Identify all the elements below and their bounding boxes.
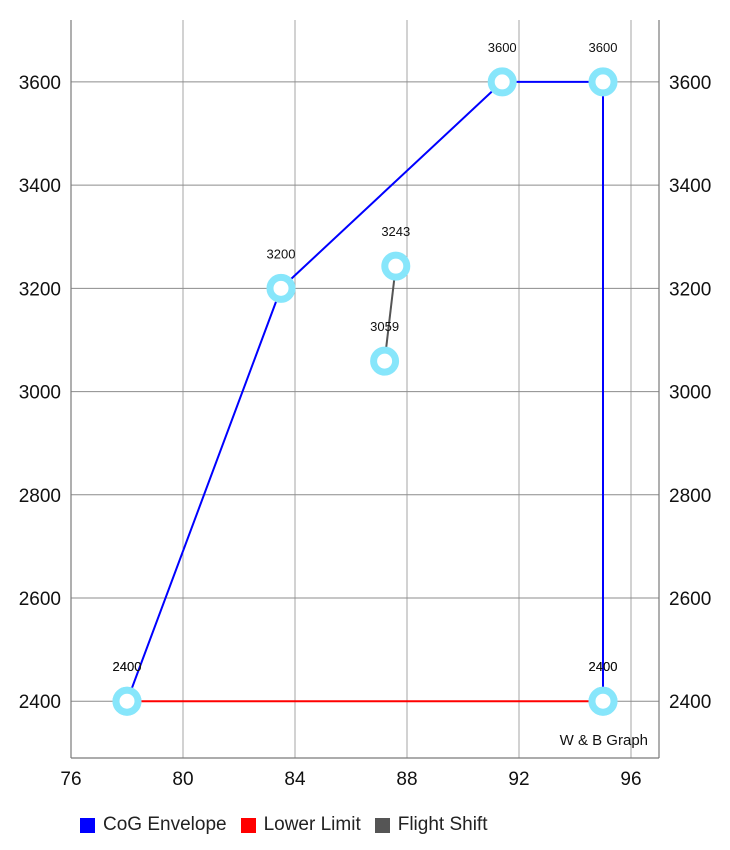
data-label-s2-p1: 3059 bbox=[370, 319, 399, 334]
data-label-s2-p0: 3243 bbox=[381, 224, 410, 239]
chart-description: W & B Graph bbox=[560, 732, 648, 749]
legend-swatch-lower-limit bbox=[240, 817, 256, 833]
y-tick-label-left-1: 2600 bbox=[19, 589, 61, 610]
x-tick-label-1: 80 bbox=[172, 769, 193, 790]
y-tick-label-right-6: 3600 bbox=[669, 73, 711, 94]
x-tick-label-4: 92 bbox=[508, 769, 529, 790]
legend-label-cog-envelope: CoG Envelope bbox=[103, 814, 227, 835]
data-label-s0-p0: 2400 bbox=[113, 659, 142, 674]
data-label-s0-p1: 3200 bbox=[267, 246, 296, 261]
data-label-s0-p3: 3600 bbox=[589, 40, 618, 55]
y-tick-label-left-0: 2400 bbox=[19, 692, 61, 713]
y-tick-label-left-3: 3000 bbox=[19, 383, 61, 404]
data-label-s1-p0: 2400 bbox=[113, 659, 142, 674]
y-tick-label-left-5: 3400 bbox=[19, 176, 61, 197]
y-tick-label-right-2: 2800 bbox=[669, 486, 711, 507]
x-tick-label-2: 84 bbox=[284, 769, 306, 790]
data-label-s0-p2: 3600 bbox=[488, 40, 517, 55]
marker-s0-p3 bbox=[588, 67, 618, 97]
data-label-s1-p1: 2400 bbox=[589, 659, 618, 674]
legend-item-flight-shift: Flight Shift bbox=[374, 814, 488, 836]
marker-s1-p0 bbox=[112, 686, 142, 716]
x-tick-label-5: 96 bbox=[620, 769, 641, 790]
y-tick-label-right-1: 2600 bbox=[669, 589, 711, 610]
data-label-s0-p4: 2400 bbox=[589, 659, 618, 674]
y-tick-label-right-3: 3000 bbox=[669, 383, 711, 404]
x-tick-label-0: 76 bbox=[60, 769, 81, 790]
y-tick-label-right-5: 3400 bbox=[669, 176, 711, 197]
grid bbox=[70, 20, 659, 758]
y-tick-label-right-0: 2400 bbox=[669, 692, 711, 713]
series-line-2 bbox=[383, 266, 397, 362]
y-tick-label-right-4: 3200 bbox=[669, 279, 711, 300]
legend-swatch-flight-shift bbox=[374, 817, 390, 833]
plot-frame bbox=[70, 20, 660, 759]
legend-item-cog-envelope: CoG Envelope bbox=[80, 814, 227, 836]
y-tick-label-left-2: 2800 bbox=[19, 486, 61, 507]
marker-s1-p1 bbox=[588, 686, 618, 716]
marker-s2-p1 bbox=[370, 346, 400, 376]
legend-label-flight-shift: Flight Shift bbox=[397, 814, 488, 835]
y-tick-label-left-4: 3200 bbox=[19, 279, 61, 300]
marker-s0-p2 bbox=[487, 67, 517, 97]
marker-s0-p1 bbox=[266, 273, 296, 303]
y-tick-label-left-6: 3600 bbox=[19, 73, 61, 94]
x-tick-label-3: 88 bbox=[396, 769, 417, 790]
legend: CoG Envelope Lower Limit Flight Shift bbox=[80, 814, 488, 836]
legend-label-lower-limit: Lower Limit bbox=[263, 814, 361, 835]
marker-s2-p0 bbox=[381, 251, 411, 281]
legend-item-lower-limit: Lower Limit bbox=[240, 814, 361, 836]
data-markers bbox=[112, 67, 618, 716]
tick-labels: 76 80 84 88 92 96 2400 2400 2600 2600 2800 2800 3000… bbox=[19, 73, 712, 790]
legend-swatch-cog-envelope bbox=[80, 817, 95, 833]
